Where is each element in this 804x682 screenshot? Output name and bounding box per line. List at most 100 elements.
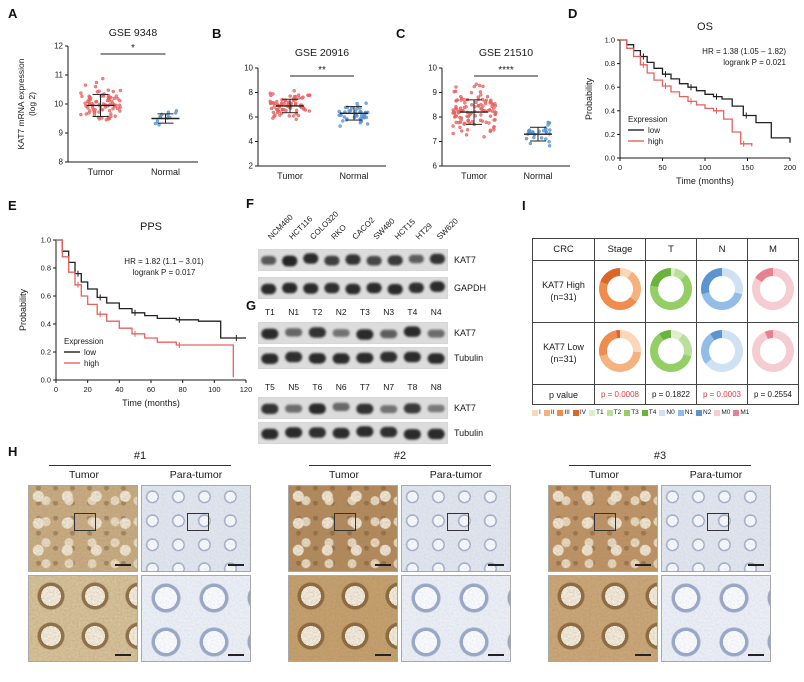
ihc-image-grid [548,485,772,662]
legend-item: M1 [733,409,749,416]
blot-label-kat7: KAT7 [454,403,476,413]
svg-text:N3: N3 [383,307,394,317]
svg-text:0.6: 0.6 [605,83,615,92]
donut-chart [650,267,692,310]
legend-swatch [677,409,684,416]
panel-label-g: G [246,298,257,313]
svg-text:6: 6 [249,113,254,122]
legend-swatch [624,409,631,416]
svg-text:60: 60 [147,385,155,394]
svg-text:2: 2 [249,162,254,171]
blot-strip-gapdh [258,277,448,299]
ihc-image-2-para-high-mag [401,575,511,662]
svg-text:RKO: RKO [329,223,348,242]
ihc-column-label: Tumor [329,469,359,481]
p-value: p = 0.0008 [594,384,646,405]
legend-item: I [532,409,541,416]
cohort-row-label: KAT7 High (n=31) [532,260,595,323]
svg-text:Time (months): Time (months) [676,176,734,186]
blot-strip-kat7-t5-n8 [258,397,448,419]
scale-bar [748,654,764,656]
svg-text:N4: N4 [431,307,442,317]
donut-cell-T-high [645,260,697,323]
scale-bar [115,654,131,656]
svg-text:10: 10 [244,64,253,73]
ihc-group-1: #1 Tumor Para-tumor [28,450,252,662]
legend-item: N0 [659,409,675,416]
svg-text:GSE 21510: GSE 21510 [479,47,533,59]
legend-item: T4 [641,409,656,416]
svg-text:9: 9 [433,88,438,97]
svg-text:6: 6 [433,162,438,171]
svg-text:0.8: 0.8 [605,59,615,68]
donut-cell-N-high [696,260,748,323]
legend-swatch [606,409,613,416]
cohort-row-label: KAT7 Low (n=31) [532,322,595,385]
panel-label-e: E [8,198,17,213]
svg-text:Expression: Expression [628,115,668,124]
svg-text:50: 50 [658,163,666,172]
legend-swatch [733,409,740,416]
legend-item: T3 [624,409,639,416]
legend-item: III [557,409,570,416]
legend-swatch [572,409,579,416]
svg-text:Tumor: Tumor [88,167,114,177]
tissue-texture [662,576,770,661]
donut-cell-M-low [747,322,799,385]
svg-text:200: 200 [784,163,797,172]
blot-label-tubulin: Tubulin [454,428,484,438]
svg-text:7: 7 [433,137,438,146]
ihc-image-3-tumor-low-mag [548,485,658,572]
ihc-image-1-para-low-mag [141,485,251,572]
group-divider [569,465,751,466]
svg-text:HT29: HT29 [414,221,435,242]
svg-text:N8: N8 [431,382,442,392]
tissue-texture [142,486,250,571]
svg-text:0.0: 0.0 [41,376,51,385]
svg-text:100: 100 [208,385,221,394]
svg-text:T5: T5 [265,382,275,392]
ihc-group-2: #2 Tumor Para-tumor [288,450,512,662]
scatter-plot-gse21510: GSE 21510 6 7 8 9 10 Tumor Normal **** [428,47,570,181]
cohort-legend: I II III IV T1 T2 T3 T4 N0 N1 N2 M0 M1 [532,409,799,416]
ihc-image-grid [28,485,252,662]
blot-label-kat7: KAT7 [454,328,476,338]
svg-text:HR = 1.38 (1.05 – 1.82): HR = 1.38 (1.05 – 1.82) [702,47,786,56]
legend-swatch [557,409,564,416]
ihc-image-2-tumor-low-mag [288,485,398,572]
svg-text:0.2: 0.2 [605,130,615,139]
svg-text:OS: OS [697,21,713,33]
km-plot-os: OS 0 50 100 150 200 0.0 0.2 0.4 0.6 0.8 1.0 Time (mo… [584,21,797,186]
svg-text:(log 2): (log 2) [27,92,37,116]
ihc-image-3-para-high-mag [661,575,771,662]
p-value: p = 0.2554 [747,384,799,405]
legend-swatch [532,409,538,416]
ihc-groups: #1 Tumor Para-tumor #2 Tumor Para-tumor #3 Tumo… [28,450,772,662]
group-divider [309,465,491,466]
cohort-header-cell: T [645,238,697,261]
ihc-image-1-tumor-low-mag [28,485,138,572]
cohort-table-panel: CRC Stage T N M KAT7 High (n=31) KAT7 Low (n=31)… [532,238,799,416]
p-value-row-label: p value [532,384,595,405]
svg-text:Tumor: Tumor [461,171,487,181]
scale-bar [375,564,391,566]
svg-text:10: 10 [54,100,63,109]
scale-bar [375,654,391,656]
donut-chart [701,330,743,372]
svg-text:N1: N1 [288,307,299,317]
legend-item: IV [572,409,586,416]
svg-text:0: 0 [54,385,58,394]
svg-text:150: 150 [741,163,754,172]
km-plot-pps: PPS 0 20 40 60 80 100 120 0.0 0.2 0.4 0.6 0.8 1.0 Time… [18,221,252,408]
svg-text:12: 12 [54,42,63,51]
blot-lane-labels-t1-n4: T1 N1 T2 N2 T3 N3 T4 N4 [265,307,442,317]
ihc-group-label: #2 [393,450,407,462]
panel-label-i: I [522,198,526,213]
legend-item: II [543,409,554,416]
svg-text:T7: T7 [360,382,370,392]
svg-text:Expression: Expression [64,337,104,346]
tissue-texture [402,486,510,571]
panel-label-f: F [246,196,254,211]
p-value: p = 0.1822 [645,384,697,405]
